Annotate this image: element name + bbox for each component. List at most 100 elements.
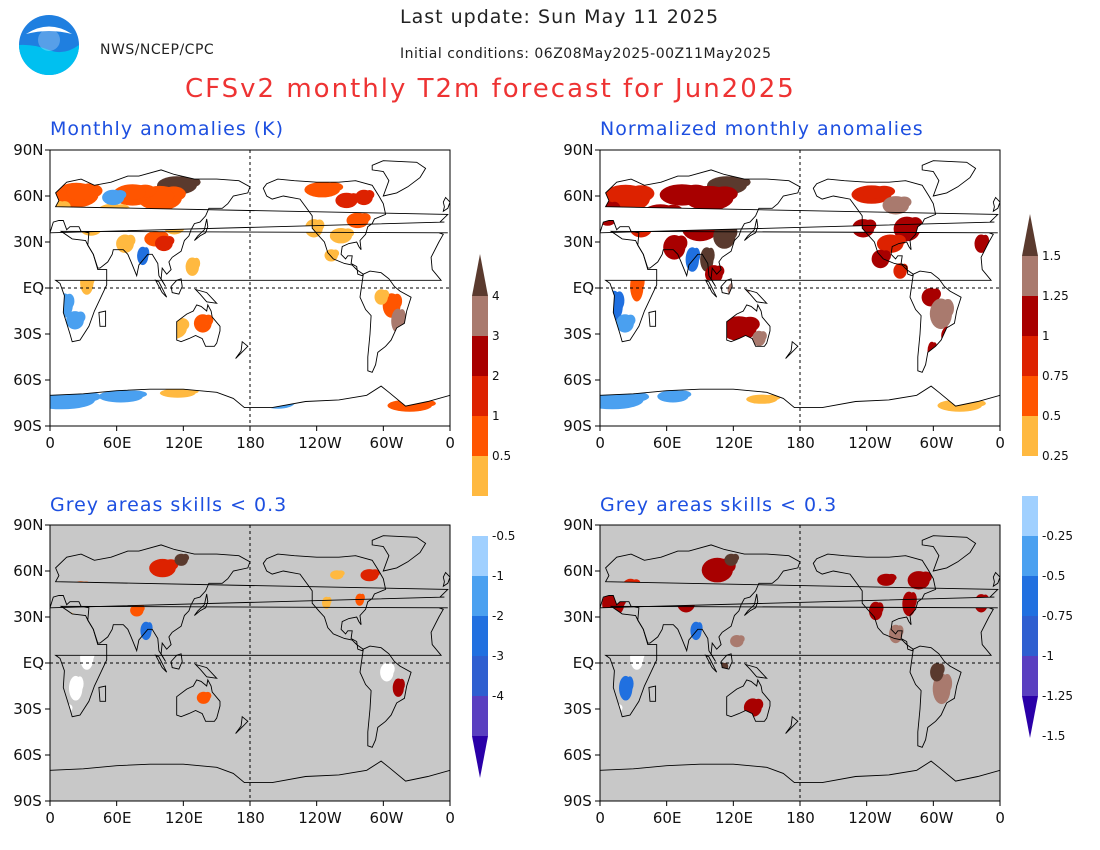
anomaly-patch <box>383 665 392 677</box>
coastline-madagascar <box>98 685 107 702</box>
y-tick-label: 60S <box>13 746 42 764</box>
colorbar-bottom-arrow <box>472 736 488 778</box>
anomaly-patch <box>872 603 881 615</box>
colorbar-box <box>472 536 488 576</box>
anomaly-patch <box>352 214 365 224</box>
anomaly-patch <box>913 573 926 585</box>
last-update: Last update: Sun May 11 2025 <box>400 6 720 28</box>
anomaly-patch <box>359 191 370 201</box>
anomaly-patch <box>622 678 631 694</box>
coastline-samerica <box>909 270 962 373</box>
colorbar-box <box>1022 296 1038 336</box>
coastline-japan <box>744 593 759 616</box>
y-tick-label: 60N <box>13 187 44 205</box>
anomaly-patch <box>156 560 172 572</box>
anomaly-patch <box>936 301 949 321</box>
colorbar-label: 0.5 <box>492 449 511 463</box>
colorbar-box <box>472 496 488 536</box>
y-tick-label: 30S <box>13 325 42 343</box>
coastline-japan <box>194 593 209 616</box>
x-tick-label: 180 <box>236 809 265 827</box>
coastline-australia <box>176 678 221 722</box>
colorbar-box <box>1022 656 1038 696</box>
colorbar-box <box>1022 576 1038 616</box>
x-tick-label: 120W <box>298 809 342 827</box>
colorbar-box <box>472 616 488 656</box>
x-tick-label: 120W <box>848 809 892 827</box>
x-tick-label: 60W <box>369 809 404 827</box>
x-tick-label: 180 <box>786 434 815 452</box>
anomaly-patch <box>748 700 759 712</box>
x-tick-label: 180 <box>236 434 265 452</box>
x-tick-label: 60W <box>919 434 954 452</box>
colorbar-box <box>1022 616 1038 656</box>
map-layer <box>595 524 1001 806</box>
anomaly-patch <box>884 236 899 248</box>
initial-conditions: Initial conditions: 06Z08May2025-00Z11Ma… <box>400 46 772 62</box>
coastline-japan <box>194 218 209 241</box>
colorbar-normalized: 1.5 1.25 1 0.75 0.5 0.25 -0.25 -0.5 -0.75 -1 -1.25… <box>1022 214 1073 743</box>
panel-title-skill-anomalies: Grey areas skills < 0.3 <box>50 494 288 516</box>
anomaly-patch <box>110 391 136 399</box>
map-anomalies <box>45 149 451 431</box>
x-tick-label: 60E <box>652 809 682 827</box>
x-tick-label: 0 <box>995 809 1005 827</box>
coastline-namerica <box>812 553 937 652</box>
y-tick-label: 60N <box>563 562 594 580</box>
colorbar-label: 1 <box>1042 329 1050 343</box>
anomaly-patch <box>901 219 916 235</box>
colorbar-box <box>1022 496 1038 536</box>
anomaly-patch <box>600 392 633 404</box>
anomaly-patch <box>72 678 81 694</box>
anomaly-patch <box>937 676 948 696</box>
y-tick-label: 90S <box>13 792 42 810</box>
x-tick-label: 0 <box>595 434 605 452</box>
coastline-africa <box>604 230 998 343</box>
colorbar-label: 0.75 <box>1042 369 1069 383</box>
colorbar-bottom-arrow <box>1022 696 1038 738</box>
noaa-logo <box>18 14 80 76</box>
anomaly-patch <box>169 389 190 396</box>
anomaly-patch <box>71 313 81 325</box>
colorbar-box <box>472 376 488 416</box>
colorbar-label: 1.25 <box>1042 289 1069 303</box>
anomaly-patch <box>140 248 147 260</box>
colorbar-box <box>472 696 488 736</box>
anomaly-patch <box>621 316 631 328</box>
y-tick-label: 30S <box>563 700 592 718</box>
colorbar-label: -1 <box>492 569 504 583</box>
y-tick-label: EQ <box>572 279 595 297</box>
coastline-greenland <box>921 535 977 572</box>
anomaly-patch <box>689 249 697 265</box>
coastline-antarctica <box>599 385 1001 427</box>
anomaly-patch <box>178 555 186 563</box>
coastline-borneo <box>170 278 183 295</box>
coastline-australia <box>176 303 221 347</box>
x-tick-label: 120E <box>164 809 204 827</box>
coastline-borneo <box>720 653 733 670</box>
anomaly-patch <box>730 318 751 334</box>
coastline-samerica <box>909 645 962 748</box>
anomaly-patch <box>395 680 402 692</box>
coastline-uk <box>442 571 451 588</box>
anomaly-patch <box>754 395 772 402</box>
y-tick-label: 60N <box>13 562 44 580</box>
colorbar-box <box>1022 536 1038 576</box>
anomaly-patch <box>926 290 937 302</box>
anomaly-patch <box>336 229 349 239</box>
anomaly-patch <box>365 570 376 578</box>
anomaly-patch <box>357 594 363 603</box>
coastline-uk <box>442 196 451 213</box>
anomaly-patch <box>978 236 986 248</box>
anomaly-patch <box>897 265 905 275</box>
coastline-newguinea <box>194 288 218 304</box>
y-tick-label: 90N <box>563 141 594 159</box>
colorbar-label: -1.5 <box>1042 729 1065 743</box>
anomaly-patch <box>66 185 91 201</box>
anomaly-patch <box>328 250 336 258</box>
colorbar-box <box>1022 416 1038 456</box>
coastline-madagascar <box>648 685 657 702</box>
colorbar-label: 1 <box>492 409 500 423</box>
y-tick-label: 60S <box>13 371 42 389</box>
x-tick-label: 0 <box>445 434 455 452</box>
